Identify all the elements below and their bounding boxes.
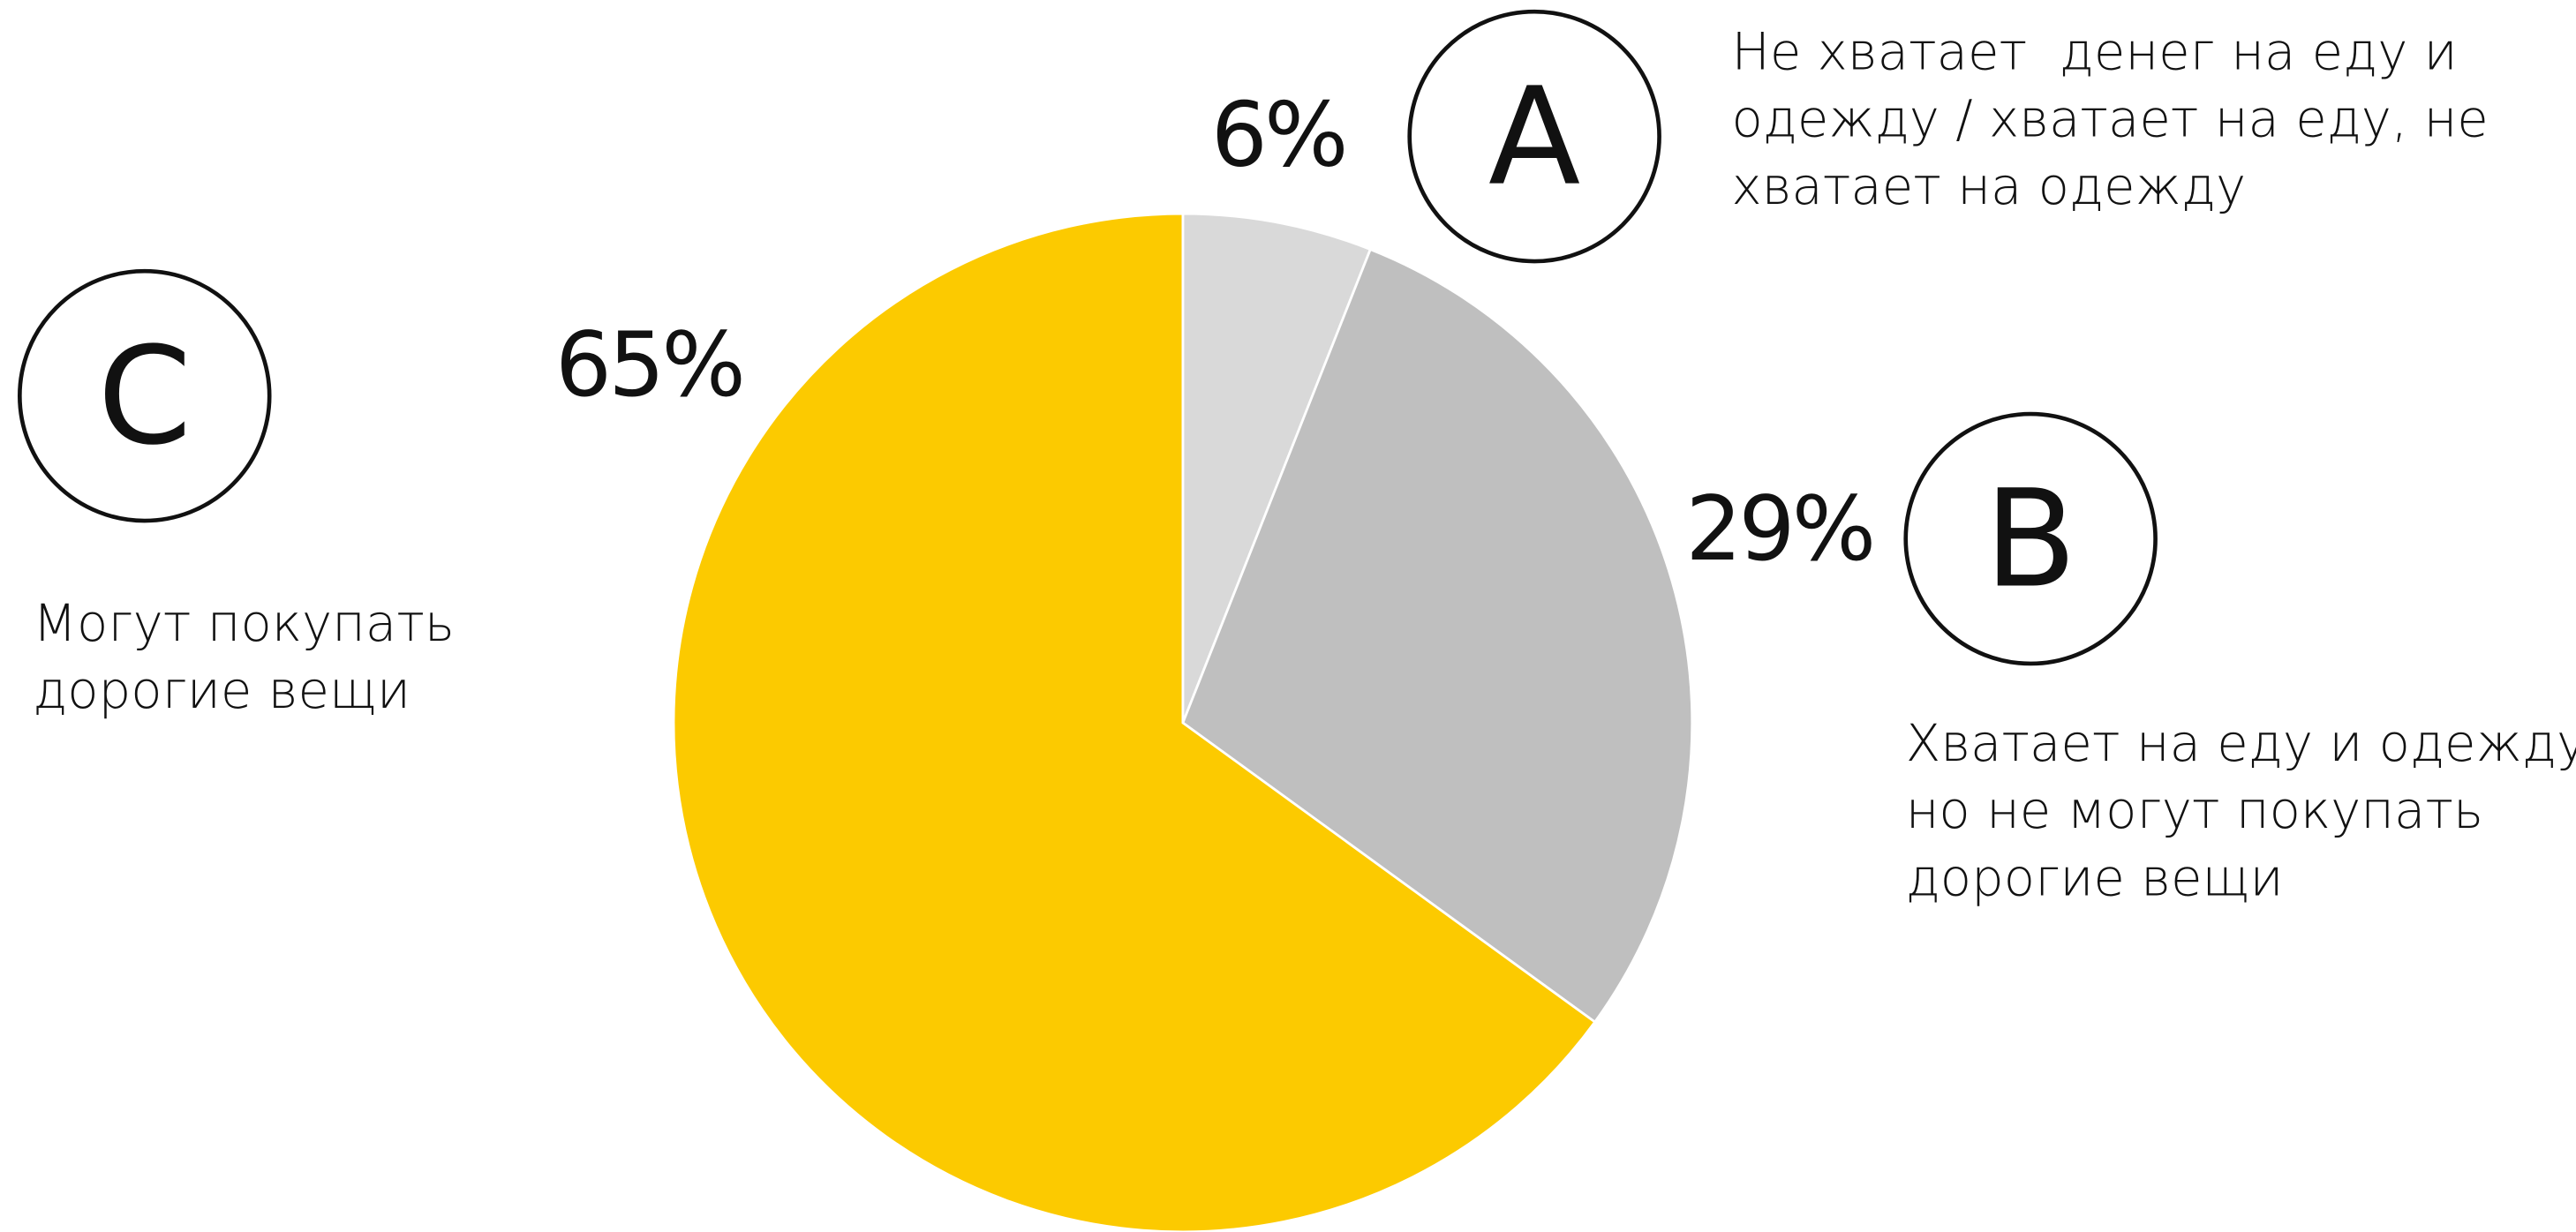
value-label: 6% <box>1211 84 1345 187</box>
category-description: дорогие вещи <box>1906 847 2284 907</box>
category-description: хватает на одежду <box>1731 156 2246 216</box>
category-description: Не хватает денег на еду и <box>1731 21 2457 81</box>
category-letter: A <box>1488 58 1580 215</box>
category-description: Хватает на еду и одежду, <box>1906 713 2576 773</box>
category-description: одежду / хватает на еду, не <box>1731 89 2488 149</box>
category-description: Могут покупать <box>33 593 455 653</box>
category-badge <box>1407 9 1661 264</box>
category-badge <box>18 268 272 523</box>
category-description: но не могут покупать <box>1906 780 2483 840</box>
pie-slice <box>1181 212 1373 724</box>
value-label: 29% <box>1685 477 1872 581</box>
category-letter: B <box>1985 461 2077 618</box>
pie-slice <box>1181 247 1694 1025</box>
value-label: 65% <box>555 313 742 417</box>
category-description: дорогие вещи <box>33 660 411 720</box>
pie-slice <box>672 212 1597 1232</box>
category-letter: C <box>97 318 192 475</box>
category-badge <box>1903 411 2158 666</box>
